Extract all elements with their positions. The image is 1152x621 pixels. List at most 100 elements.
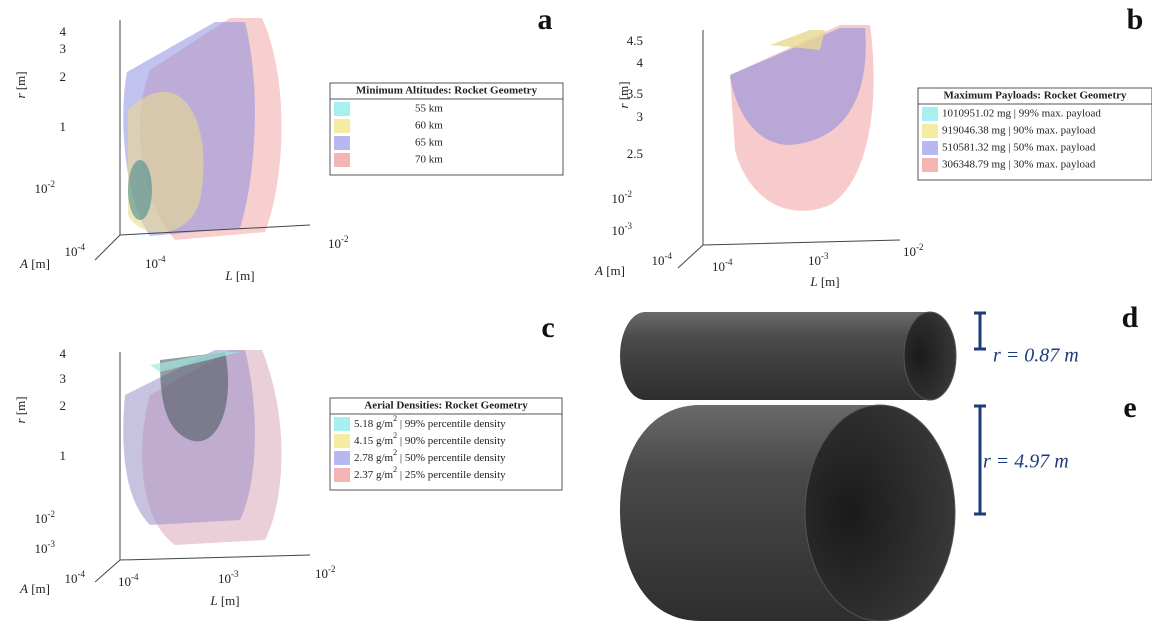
entry-exp: 2 (393, 414, 397, 423)
panel-letter: e (1123, 391, 1136, 424)
tick-base: 10 (612, 223, 625, 238)
legend-swatch (334, 451, 350, 465)
tick-base: 10 (145, 256, 158, 271)
axis-unit: [m] (606, 263, 625, 278)
axis-symbol: A (19, 256, 28, 271)
tick-base: 10 (65, 571, 78, 586)
legend-swatch (922, 124, 938, 138)
l-tick-label: 10-2 (903, 242, 924, 259)
axis-unit: [m] (821, 274, 840, 289)
r-tick-label: 10-2 (35, 179, 56, 196)
a-tick-label: 10-4 (65, 569, 86, 586)
legend-entry: 60 km (415, 120, 443, 132)
panel-letter: d (1122, 301, 1139, 334)
entry-exp: 2 (393, 465, 397, 474)
axis-unit: [m] (616, 81, 631, 100)
l-tick-label: 10-3 (808, 251, 829, 268)
legend-swatch (922, 158, 938, 172)
cylinder-e (620, 404, 986, 621)
legend-entry: 5.18 g/m2 | 99% percentile density (354, 414, 506, 429)
r-tick-label: 3.5 (627, 86, 643, 101)
radius-label: r = 0.87 m (993, 345, 1079, 367)
tick-exp: -2 (625, 189, 633, 199)
legend-swatch (334, 136, 350, 150)
axis-symbol: r (13, 93, 28, 99)
axis-symbol: r (13, 418, 28, 424)
tick-base: 10 (315, 566, 328, 581)
legend-entry: 510581.32 mg | 50% max. payload (942, 142, 1096, 154)
legend-entry: 1010951.02 mg | 99% max. payload (942, 108, 1101, 120)
radius-label: r = 4.97 m (983, 451, 1069, 473)
tick-base: 10 (808, 253, 821, 268)
tick-base: 10 (652, 253, 665, 268)
panel-letter: a (538, 3, 553, 36)
legend-title: Minimum Altitudes: Rocket Geometry (356, 85, 538, 97)
axis-unit: [m] (221, 593, 240, 608)
tick-base: 10 (35, 181, 48, 196)
cylinder-d (620, 311, 986, 401)
tick-exp: -2 (916, 242, 924, 252)
entry-text: | 50% percentile density (397, 452, 506, 464)
legend-swatch (334, 119, 350, 133)
axis-label: r [m] (616, 81, 631, 108)
axis-label: r [m] (13, 396, 28, 423)
legend-box (329, 82, 564, 176)
tick-base: 10 (328, 236, 341, 251)
tick-base: 10 (612, 191, 625, 206)
legend-swatch (334, 102, 350, 116)
tick-base: 10 (65, 244, 78, 259)
axis-label: A [m] (594, 263, 625, 278)
r-tick-label: 2 (60, 398, 67, 413)
legend-swatch (922, 107, 938, 121)
r-tick-label: 4 (60, 24, 67, 39)
tick-base: 10 (712, 259, 725, 274)
tick-exp: -4 (158, 254, 166, 264)
legend-swatch (334, 417, 350, 431)
panel-letter: b (1127, 3, 1144, 36)
axis-unit: [m] (236, 268, 255, 283)
legend-entry: 919046.38 mg | 90% max. payload (942, 125, 1096, 137)
legend-swatch (334, 434, 350, 448)
l-tick-label: 10-2 (328, 234, 349, 251)
a-tick-label: 10-4 (652, 251, 673, 268)
tick-exp: -3 (48, 539, 56, 549)
legend-entry: 4.15 g/m2 | 90% percentile density (354, 431, 506, 446)
legend-box (329, 397, 563, 491)
axis-label: L [m] (209, 593, 239, 608)
r-tick-label: 2.5 (627, 146, 643, 161)
entry-text: | 25% percentile density (397, 469, 506, 481)
entry-value: 5.18 g/m (354, 418, 394, 430)
legend-entry: 306348.79 mg | 30% max. payload (942, 159, 1096, 171)
tick-base: 10 (218, 571, 231, 586)
axis-unit: [m] (13, 71, 28, 90)
axis-unit: [m] (13, 396, 28, 415)
l-tick-label: 10-4 (712, 257, 733, 274)
axis-label: r [m] (13, 71, 28, 98)
entry-exp: 2 (393, 448, 397, 457)
tick-exp: -3 (821, 251, 829, 261)
surface-plot-b (677, 25, 901, 269)
r-tick-label: 2 (60, 69, 67, 84)
panel-letter: c (541, 311, 554, 344)
r-tick-label: 4 (637, 55, 644, 70)
axis-label: L [m] (224, 268, 254, 283)
surface-plot-c (94, 350, 311, 583)
axis-symbol: r (616, 103, 631, 109)
axis-symbol: L (209, 593, 217, 608)
r-tick-label: 3 (60, 371, 67, 386)
tick-exp: -4 (665, 251, 673, 261)
axis-symbol: L (224, 268, 232, 283)
axis-symbol: A (594, 263, 603, 278)
tick-base: 10 (118, 574, 131, 589)
r-tick-label: 1 (60, 119, 67, 134)
tick-exp: -4 (78, 242, 86, 252)
r-tick-label: 3 (60, 41, 67, 56)
l-tick-label: 10-4 (145, 254, 166, 271)
legend-swatch (334, 153, 350, 167)
legend-entry: 2.78 g/m2 | 50% percentile density (354, 448, 506, 463)
a-tick-label: 10-4 (65, 242, 86, 259)
entry-value: 2.37 g/m (354, 469, 394, 481)
axis-label: A [m] (19, 581, 50, 596)
tick-exp: -2 (328, 564, 336, 574)
surface-plot-a (94, 18, 311, 261)
